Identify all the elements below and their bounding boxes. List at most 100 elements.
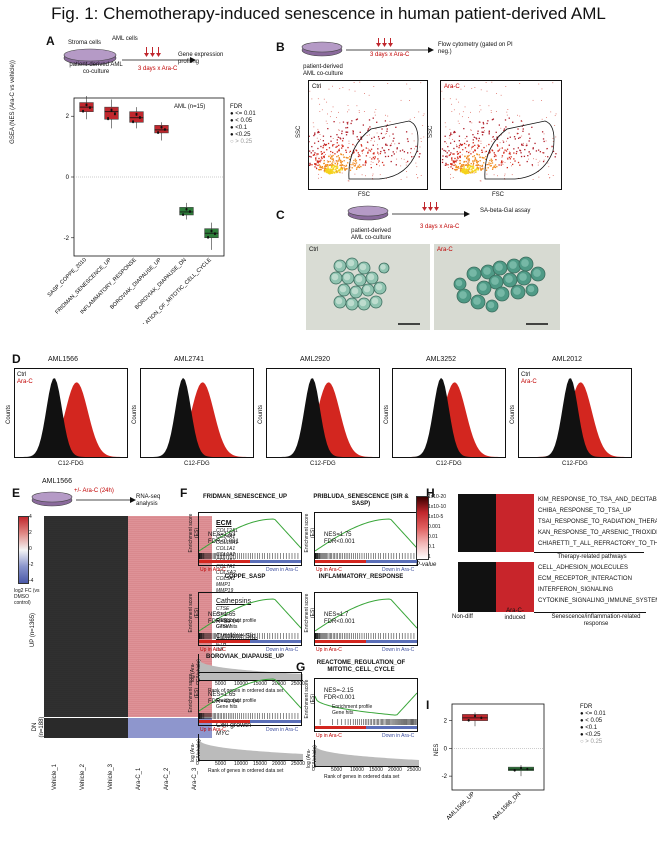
event-dot	[539, 160, 541, 162]
event-dot	[414, 117, 415, 119]
event-dot	[372, 117, 374, 119]
event-dot	[452, 160, 455, 162]
plot-frame	[451, 703, 545, 791]
gene-hits	[198, 633, 299, 639]
event-dot	[474, 159, 476, 161]
event-dot	[324, 171, 326, 173]
event-dot	[472, 164, 475, 166]
event-dot	[466, 172, 468, 174]
colorscale-h	[416, 496, 429, 560]
event-dot	[526, 160, 528, 163]
event-dot	[474, 87, 476, 88]
event-dot	[519, 164, 521, 166]
point	[88, 106, 91, 109]
event-dot	[450, 152, 452, 154]
heatmap-divider	[44, 717, 212, 718]
x-tick-label: BOROVIAK_DIAPAUSE_DN	[134, 257, 188, 311]
event-dot	[420, 137, 422, 139]
event-dot	[328, 88, 330, 90]
event-dot	[418, 156, 420, 158]
event-dot	[321, 109, 323, 111]
readout-label-b: Flow cytometry (gated on PI neg.)	[438, 42, 513, 55]
event-dot	[326, 123, 328, 124]
x-tick-label: BOROVIAK_DIAPAUSE_UP	[109, 257, 163, 311]
readout-label-c: SA-beta-Gal assay	[480, 208, 531, 214]
event-dot	[541, 118, 543, 120]
figure-title: Fig. 1: Chemotherapy-induced senescence …	[51, 4, 606, 23]
event-dot	[537, 164, 539, 166]
treatment-label-c: 3 days x Ara-C	[420, 224, 460, 230]
event-dot	[371, 158, 373, 160]
event-dot	[472, 162, 475, 165]
col-label-nondiff: Non-diff	[452, 614, 473, 620]
event-dot	[336, 170, 339, 172]
down-in-arac-label: Down in Ara-C	[266, 647, 299, 653]
event-dot	[469, 166, 471, 169]
rank-tick: 0	[196, 761, 199, 767]
event-dot	[467, 166, 469, 169]
cell-center	[487, 301, 495, 309]
fdr-level: ● <0.1	[580, 725, 598, 731]
event-dot	[348, 158, 351, 161]
event-dot	[455, 161, 457, 163]
event-dot	[504, 149, 506, 151]
event-dot	[501, 155, 504, 157]
legend-ctrl: Ctrl	[521, 372, 531, 378]
event-dot	[358, 164, 361, 166]
event-dot	[470, 111, 471, 113]
event-dot	[347, 180, 349, 182]
fdr-value: FDR<0.001	[324, 619, 355, 625]
cell-center	[375, 283, 383, 291]
event-dot	[477, 169, 479, 171]
event-dot	[548, 166, 550, 168]
event-dot	[390, 144, 392, 146]
event-dot	[341, 169, 343, 171]
event-dot	[365, 175, 366, 177]
event-dot	[352, 130, 354, 132]
event-dot	[477, 164, 479, 166]
event-dot	[336, 151, 338, 153]
event-dot	[491, 159, 493, 162]
event-dot	[493, 166, 495, 168]
event-dot	[308, 135, 310, 137]
event-dot	[354, 158, 357, 160]
event-dot	[457, 157, 459, 160]
event-dot	[355, 168, 358, 170]
y-axis-ticks: -2 0 2	[64, 114, 224, 242]
event-dot	[555, 153, 557, 155]
event-dot	[504, 119, 507, 121]
sen-divider	[534, 612, 646, 613]
rank-tick: 25000	[407, 767, 421, 773]
event-dot	[364, 164, 366, 166]
event-dot	[406, 171, 407, 172]
event-dot	[551, 146, 553, 148]
event-dot	[385, 144, 387, 146]
event-dot	[517, 161, 520, 164]
micro-label-ctrl: Ctrl	[309, 247, 319, 253]
event-dot	[501, 147, 503, 149]
event-dot	[473, 136, 475, 138]
event-dot	[480, 180, 482, 182]
event-dot	[514, 160, 516, 162]
event-dot	[341, 167, 343, 169]
event-dot	[359, 131, 361, 133]
event-dot	[516, 133, 518, 135]
col-label-arac: Ara-C-induced	[504, 608, 526, 621]
cell-center	[371, 297, 379, 305]
event-dot	[353, 159, 355, 162]
event-dot	[546, 147, 548, 150]
histogram-svg	[267, 378, 379, 457]
y-axis-label: Counts	[510, 404, 516, 424]
event-dot	[416, 150, 419, 153]
event-dot	[309, 164, 311, 166]
event-dot	[493, 138, 495, 141]
event-dot	[450, 163, 452, 165]
event-dot	[338, 160, 340, 162]
event-dot	[456, 167, 458, 169]
event-dot	[473, 166, 475, 168]
legend-ctrl: Ctrl	[17, 372, 27, 378]
event-dot	[467, 165, 469, 167]
event-dot	[528, 151, 529, 153]
point	[467, 719, 470, 722]
event-dot	[469, 121, 471, 123]
